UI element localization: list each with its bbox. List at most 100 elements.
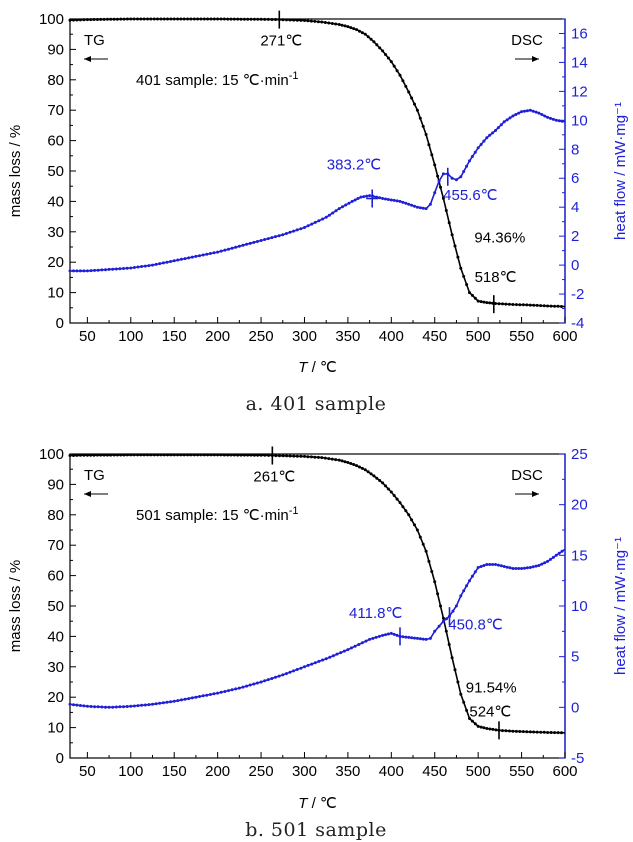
dsc-point [172,259,176,263]
dsc-point [219,249,223,253]
y-left-tick-label: 80 [47,507,64,524]
tg-point [179,453,183,457]
dsc-point [313,661,317,665]
dsc-point [549,116,552,120]
tg-point [259,453,263,457]
tg-point [418,116,422,120]
tg-point [199,453,203,457]
dsc-point [212,692,216,696]
dsc-point [470,574,474,578]
dsc-point [488,133,492,137]
dsc-point [523,566,526,570]
tg-point [249,17,253,21]
dsc-point [357,643,361,646]
y-right-tick-label: -2 [571,286,584,303]
tg-point [242,453,246,457]
x-tick-label: 400 [379,328,404,345]
tg-point [202,17,206,21]
dsc-point [341,205,344,209]
dsc-point [508,116,512,120]
dsc-point [321,217,325,221]
y-right-tick-label: 6 [571,170,579,187]
dsc-point [172,699,176,703]
x-tick-label: 550 [509,763,534,780]
tg-point [115,17,119,21]
tg-point [363,32,367,36]
tg-point [518,730,522,733]
tg-point [129,17,133,21]
dsc-point [208,252,212,255]
tg-point [189,17,193,21]
dsc-point [216,691,220,695]
tg-point [349,462,353,465]
dsc-point [93,705,97,709]
tg-point [285,454,289,458]
dsc-point [234,245,238,249]
tg-point [281,18,285,22]
dsc-point [78,704,82,707]
tg-point [252,453,256,457]
dsc-point [187,697,191,701]
x-tick-label: 150 [162,763,187,780]
dsc-point [161,261,165,265]
dsc-point [523,109,526,113]
dsc-point [140,703,144,707]
tg-point [176,453,180,457]
y-left-tick-label: 90 [47,41,64,58]
tg-point [337,23,341,26]
tg-point [212,17,216,21]
tg-point [232,453,236,457]
dsc-point [359,195,363,199]
tg-point [507,729,511,733]
dsc-point [517,567,521,570]
annotation-label: 518℃ [475,269,517,286]
tg-point [427,143,431,147]
y-right-tick-label: 14 [571,54,588,71]
tg-point [263,453,267,457]
tg-point [226,17,230,21]
dsc-point [479,565,483,568]
tg-point [182,17,186,21]
annotation-label: 411.8℃ [349,605,402,622]
dsc-point [111,267,115,271]
tg-point [216,17,220,21]
tg-point [146,17,149,21]
dsc-point [288,670,292,674]
dsc-point [473,570,477,574]
tg-point [395,69,399,73]
tg-point [249,453,253,457]
tg-point [169,17,173,21]
tg-point [239,453,243,457]
tg-point [142,17,146,21]
tg-point [136,17,139,21]
dsc-point [104,268,107,272]
tg-point [263,17,267,21]
tg-point [219,453,223,457]
tg-point [216,453,220,457]
tg-point [491,727,495,731]
dsc-point [158,262,162,266]
tg-point [99,453,103,457]
tg-point [109,17,113,21]
tg-point [447,221,451,225]
tg-point [549,304,553,308]
x-tick-label: 500 [466,328,491,345]
dsc-point [147,703,151,707]
tg-point [389,490,393,494]
dsc-point [219,690,223,694]
dsc-point [132,266,136,269]
x-tick-label: 550 [509,328,534,345]
tg-point [109,453,113,457]
tg-point [430,570,434,573]
tg-point [288,18,292,22]
dsc-point [520,110,524,114]
tg-point [358,29,361,33]
dsc-point [274,235,277,239]
dsc-point [118,705,122,709]
x-tick-label: 100 [118,763,143,780]
tg-point [346,25,350,29]
dsc-point [344,203,348,207]
dsc-point [147,264,151,268]
tg-point [152,17,156,21]
tg-point [316,455,320,459]
